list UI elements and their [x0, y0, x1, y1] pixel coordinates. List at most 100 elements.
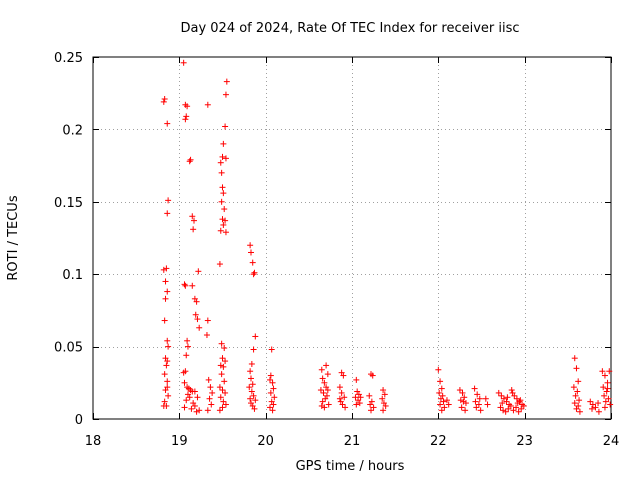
data-point — [205, 376, 212, 383]
data-point — [518, 405, 525, 412]
data-point — [379, 395, 386, 402]
data-point — [457, 397, 464, 404]
data-point — [164, 288, 171, 295]
data-point — [252, 397, 259, 404]
data-point — [219, 387, 226, 394]
data-point — [219, 404, 226, 411]
data-point — [459, 389, 466, 396]
data-point — [599, 368, 606, 375]
data-point — [502, 408, 509, 415]
data-point — [587, 398, 594, 405]
data-point — [181, 404, 188, 411]
data-point — [269, 379, 276, 386]
data-point — [367, 401, 374, 408]
data-point — [223, 78, 230, 85]
x-axis: 18 19 20 21 22 23 24 — [85, 57, 620, 449]
data-point — [186, 158, 193, 165]
data-point — [353, 401, 360, 408]
data-point — [437, 401, 444, 408]
data-point — [251, 269, 258, 276]
data-point — [367, 407, 374, 414]
data-point — [267, 389, 274, 396]
data-point — [194, 316, 201, 323]
data-point — [595, 408, 602, 415]
data-point — [204, 101, 211, 108]
y-axis: 0 0.05 0.1 0.15 0.2 0.25 — [54, 51, 611, 428]
data-point — [217, 394, 224, 401]
data-point — [250, 346, 257, 353]
data-point — [456, 387, 463, 394]
data-point — [195, 268, 202, 275]
data-point — [196, 324, 203, 331]
data-point — [270, 385, 277, 392]
data-point — [321, 379, 328, 386]
data-point — [601, 404, 608, 411]
y-axis-label: ROTI / TECUs — [6, 195, 21, 280]
x-tick-label: 23 — [516, 434, 533, 449]
data-point — [251, 405, 258, 412]
y-tick-label: 0.15 — [54, 196, 83, 211]
data-point — [204, 407, 211, 414]
data-point — [370, 404, 377, 411]
data-point — [219, 216, 226, 223]
data-point — [164, 378, 171, 385]
data-point — [497, 404, 504, 411]
data-point — [604, 379, 611, 386]
data-point — [380, 387, 387, 394]
data-point — [203, 332, 210, 339]
data-point — [163, 362, 170, 369]
data-point — [222, 217, 229, 224]
data-point — [247, 395, 254, 402]
data-point — [475, 401, 482, 408]
data-point — [341, 394, 348, 401]
data-point — [366, 392, 373, 399]
data-point — [504, 394, 511, 401]
data-point — [324, 371, 331, 378]
data-point — [250, 392, 257, 399]
data-point — [515, 408, 522, 415]
data-point — [161, 371, 168, 378]
data-point — [498, 392, 505, 399]
data-point — [249, 381, 256, 388]
data-point — [248, 388, 255, 395]
y-tick-label: 0 — [75, 413, 83, 428]
data-point — [248, 360, 255, 367]
data-point — [382, 402, 389, 409]
data-point — [601, 372, 608, 379]
data-point — [181, 281, 188, 288]
data-point — [165, 343, 172, 350]
data-point — [595, 400, 602, 407]
x-tick-label: 24 — [603, 434, 620, 449]
data-point — [222, 91, 229, 98]
data-point — [473, 404, 480, 411]
data-point — [462, 407, 469, 414]
data-point — [607, 401, 614, 408]
data-point — [247, 242, 254, 249]
data-point — [189, 282, 196, 289]
data-point — [180, 59, 187, 66]
data-point — [209, 389, 216, 396]
data-point — [438, 385, 445, 392]
data-point — [357, 394, 364, 401]
x-tick-label: 22 — [430, 434, 447, 449]
data-point — [182, 282, 189, 289]
data-point — [183, 352, 190, 359]
data-point — [208, 401, 215, 408]
data-point — [319, 375, 326, 382]
data-point — [191, 388, 198, 395]
y-tick-label: 0.25 — [54, 51, 83, 66]
data-point — [184, 337, 191, 344]
data-point — [220, 140, 227, 147]
data-point — [576, 408, 583, 415]
data-point — [162, 278, 169, 285]
data-point — [218, 340, 225, 347]
data-point — [191, 217, 198, 224]
data-point — [207, 384, 214, 391]
data-point — [336, 384, 343, 391]
data-point — [317, 387, 324, 394]
data-point — [183, 397, 190, 404]
data-point — [165, 392, 172, 399]
data-point — [325, 401, 332, 408]
data-point — [322, 395, 329, 402]
data-point — [221, 345, 228, 352]
